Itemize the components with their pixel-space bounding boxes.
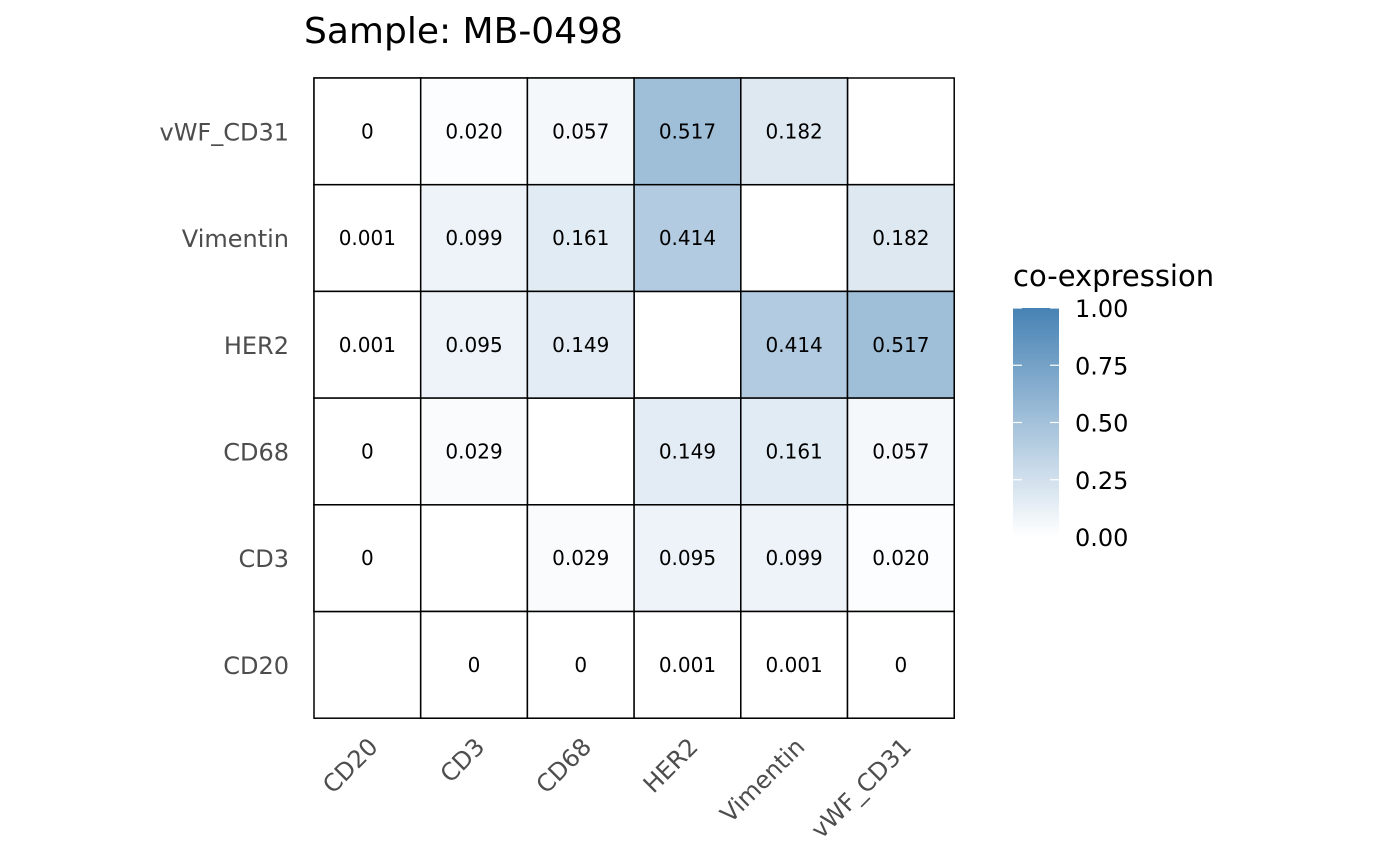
y-tick-label-cd68: CD68: [223, 438, 289, 466]
heatmap-cell-label: 0: [361, 546, 374, 570]
heatmap-cell-vimentin-cd68: [740, 397, 849, 506]
heatmap-cell-label: 0.057: [872, 439, 929, 463]
heatmap-cell-cd68-cd20: [526, 610, 635, 719]
heatmap-cell-label: 0.414: [766, 333, 823, 357]
heatmap-cell-label: 0.182: [766, 119, 823, 143]
heatmap-cell-label: 0.161: [766, 439, 823, 463]
heatmap-cell-label: 0.029: [445, 439, 502, 463]
heatmap-cell-label: 0.001: [766, 653, 823, 677]
heatmap-cell-cd20-cd3: [313, 504, 422, 613]
heatmap-cell-her2-cd20: [633, 610, 742, 719]
chart-title: Sample: MB-0498: [304, 11, 623, 52]
heatmap-cell-label: 0.161: [552, 226, 609, 250]
heatmap-grid-cell: [313, 610, 422, 719]
heatmap-cell-vwf-cd31-cd3: [846, 504, 955, 613]
heatmap-cell-vwf-cd31-cd68: [846, 397, 955, 506]
heatmap-cell-vimentin-cd20: [740, 610, 849, 719]
x-tick-label-vimentin: Vimentin: [715, 733, 811, 829]
heatmap-cell-her2-vimentin: [633, 183, 742, 293]
heatmap-grid-cell: [846, 77, 955, 186]
y-tick-label-cd3: CD3: [238, 545, 289, 573]
heatmap-cell-label: 0.099: [445, 226, 502, 250]
heatmap-cell-cd3-cd20: [419, 610, 529, 719]
heatmap-cell-label: 0.149: [552, 333, 609, 357]
legend-tick-label: 0.25: [1075, 467, 1128, 495]
heatmap-cell-label: 0.001: [339, 333, 396, 357]
heatmap-cell-label: 0.095: [659, 546, 716, 570]
heatmap-cell-vwf-cd31-her2: [846, 290, 955, 399]
heatmap-cell-her2-cd68: [633, 397, 742, 506]
heatmap-grid-cell: [633, 290, 742, 399]
legend-tick-label: 1.00: [1075, 295, 1128, 323]
heatmap-cell-cd68-vimentin: [526, 183, 635, 293]
heatmap-cell-label: 0.517: [659, 119, 716, 143]
heatmap-cell-label: 0: [574, 653, 587, 677]
heatmap-cell-label: 0.001: [659, 653, 716, 677]
heatmap-cell-cd20-cd68: [313, 397, 422, 506]
heatmap-cell-her2-cd3: [633, 504, 742, 613]
heatmap-cell-label: 0: [894, 653, 907, 677]
heatmap-cell-label: 0.020: [445, 119, 502, 143]
legend-tick-label: 0.75: [1075, 352, 1128, 380]
x-tick-label-cd68: CD68: [531, 733, 597, 799]
heatmap-cell-cd20-vwf-cd31: [313, 77, 422, 186]
y-tick-label-cd20: CD20: [223, 652, 289, 680]
heatmap-grid-cell: [419, 504, 529, 613]
x-tick-label-her2: HER2: [638, 733, 704, 799]
heatmap-cell-label: 0: [361, 439, 374, 463]
legend-tick-label: 0.50: [1075, 410, 1128, 438]
heatmap-cell-label: 0.182: [872, 226, 929, 250]
x-tick-label-cd20: CD20: [317, 733, 383, 799]
heatmap-cell-cd3-her2: [419, 290, 529, 399]
heatmap-cell-cd20-vimentin: [313, 183, 422, 293]
heatmap-cell-cd68-her2: [526, 290, 635, 399]
legend-tick-label: 0.00: [1075, 524, 1128, 552]
y-tick-label-her2: HER2: [224, 332, 289, 360]
y-tick-label-vwf-cd31: vWF_CD31: [159, 118, 289, 146]
heatmap-cell-cd3-vimentin: [419, 183, 529, 293]
heatmap-grid-cell: [740, 183, 849, 293]
heatmap-cell-vwf-cd31-vimentin: [846, 183, 955, 293]
heatmap-cell-vimentin-cd3: [740, 504, 849, 613]
legend: co-expression 1.00 0.75 0.50 0.25 0.00: [1013, 259, 1214, 552]
heatmap-cell-label: 0.099: [766, 546, 823, 570]
heatmap-cell-labels: 0 0.020 0.057 0.517 0.182 0.001 0.099 0.161 0.41…: [339, 119, 930, 677]
legend-title: co-expression: [1013, 259, 1214, 293]
y-tick-label-vimentin: Vimentin: [182, 225, 289, 253]
heatmap-cell-label: 0.057: [552, 119, 609, 143]
heatmap-cell-label: 0: [361, 119, 374, 143]
heatmap-cell-label: 0.029: [552, 546, 609, 570]
heatmap-cell-label: 0.095: [445, 333, 502, 357]
heatmap-cell-label: 0: [468, 653, 481, 677]
heatmap-grid-cell: [526, 397, 635, 506]
heatmap-cell-label: 0.001: [339, 226, 396, 250]
heatmap-cell-vimentin-vwf-cd31: [740, 77, 849, 186]
heatmap-cell-label: 0.149: [659, 439, 716, 463]
heatmap-cell-vwf-cd31-cd20: [846, 610, 955, 719]
heatmap-cell-label: 0.414: [659, 226, 716, 250]
x-tick-label-cd3: CD3: [435, 733, 491, 789]
heatmap-cell-label: 0.020: [872, 546, 929, 570]
y-axis: CD20 CD3 CD68 HER2 Vimentin vWF_CD31: [159, 118, 289, 680]
heatmap-cell-cd3-cd68: [419, 397, 529, 506]
heatmap-cells: [313, 77, 955, 719]
heatmap-cell-label: 0.517: [872, 333, 929, 357]
x-tick-label-vwf-cd31: vWF_CD31: [806, 733, 917, 844]
